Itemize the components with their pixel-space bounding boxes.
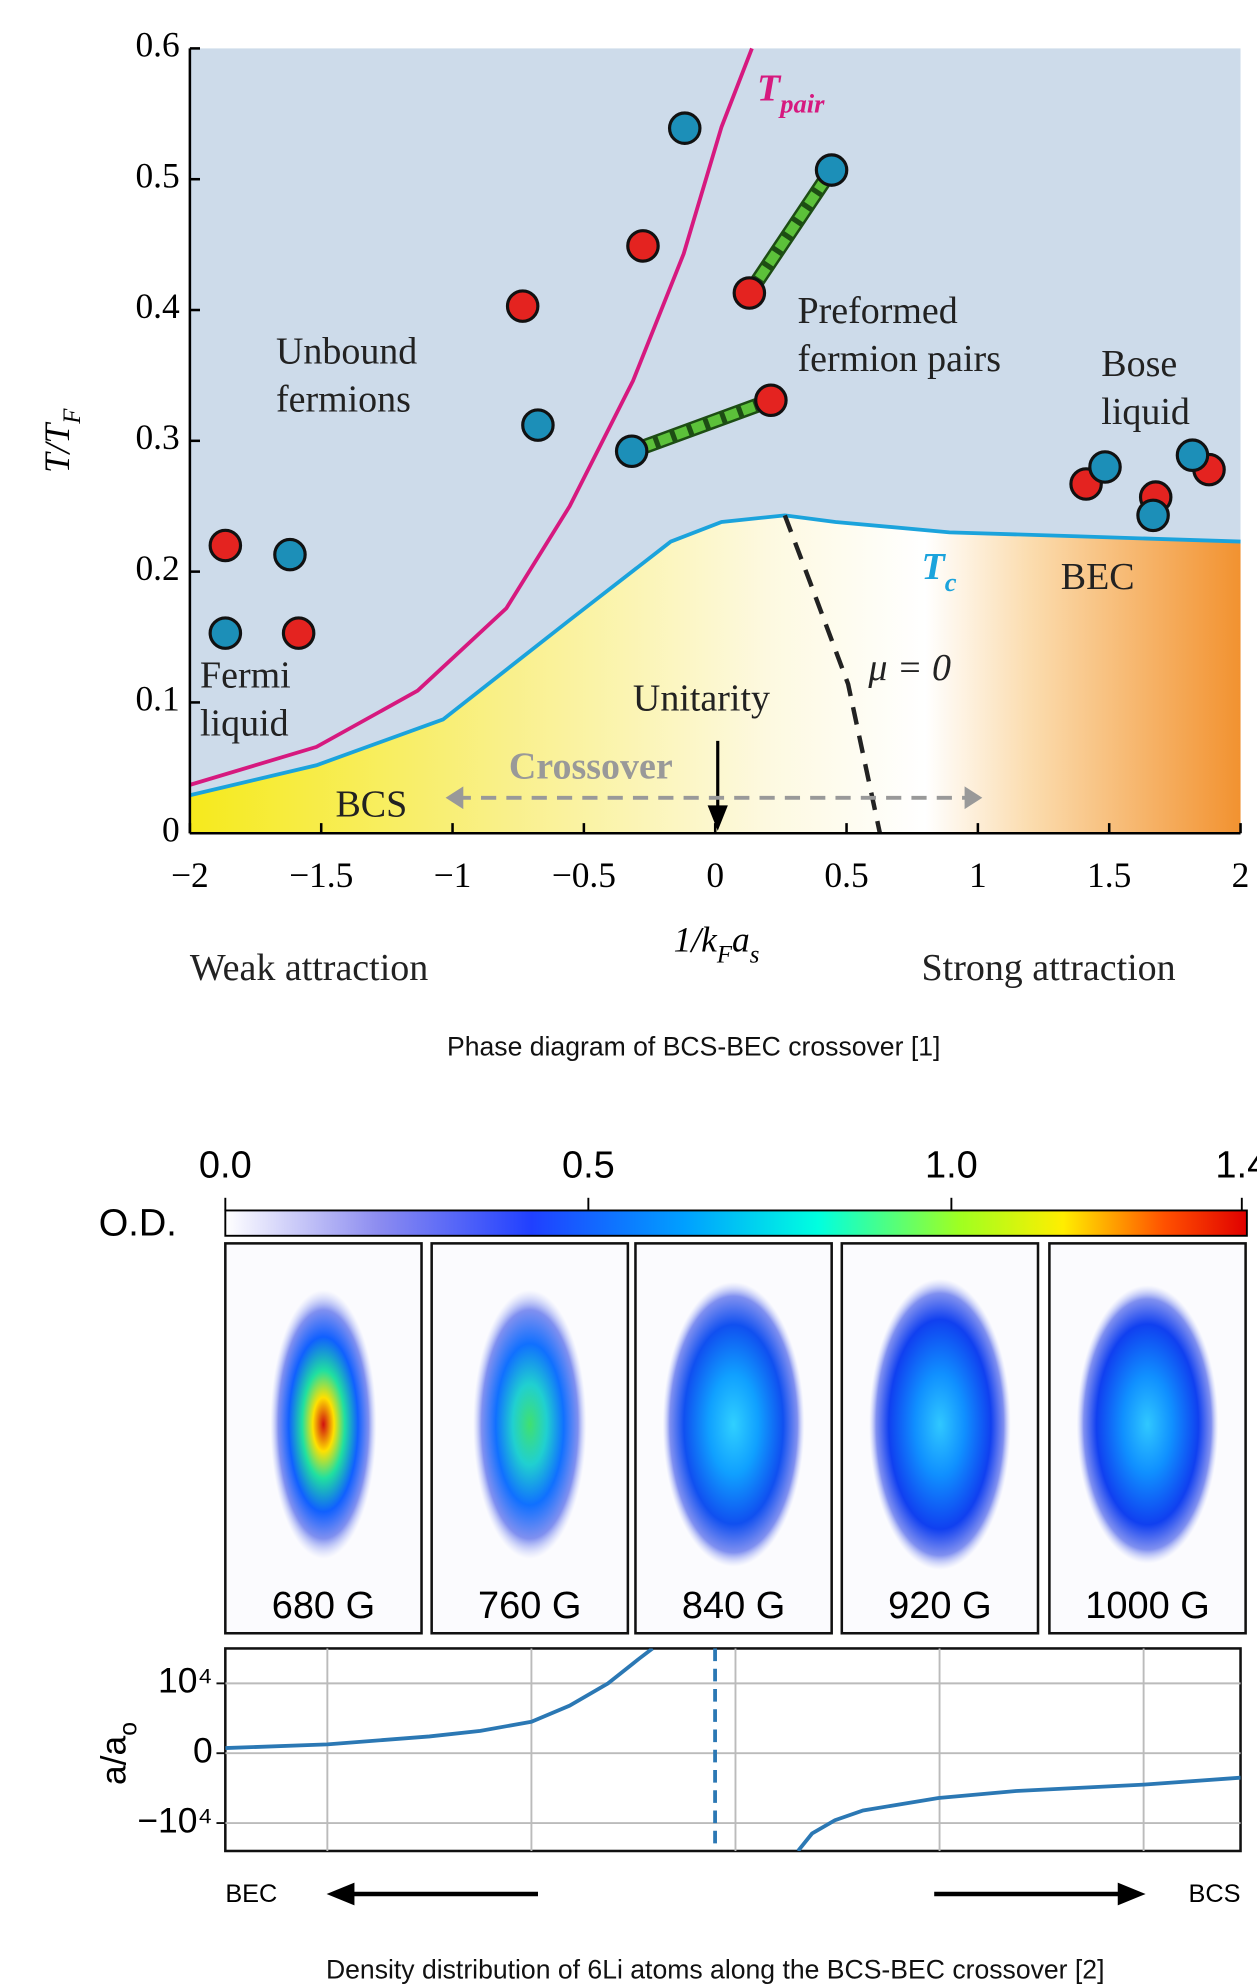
atom [283, 618, 313, 648]
annotation: Fermi [200, 655, 291, 697]
colorbar-tick-label: 0.5 [562, 1144, 615, 1186]
x-tick-label: 2 [1232, 855, 1250, 895]
density-image [270, 1290, 376, 1559]
figure: 0 0.1 0.2 0.3 0.4 0.5 0.6 −2 −1.5 −1 −0.5 0 0.5 1 1.5 2… [0, 0, 1257, 1988]
y-tick-label: 0.4 [135, 286, 180, 326]
panel-label: 1000 G [1085, 1585, 1210, 1627]
annotation: Preformed [797, 290, 957, 332]
x-axis-label-part: 1/k [674, 920, 719, 960]
atom [210, 618, 240, 648]
density-image [473, 1290, 586, 1559]
atom [1138, 500, 1168, 530]
atom [275, 539, 305, 569]
atom [756, 385, 786, 415]
y-tick-label: 0.1 [135, 679, 179, 719]
x-axis-label-part: a [732, 920, 750, 960]
series-label-part: T [757, 67, 782, 109]
x-axis-label: 1/kFas [674, 920, 760, 969]
x-tick-label: 0 [706, 855, 724, 895]
colorbar [225, 1210, 1247, 1235]
atom [1177, 440, 1207, 470]
atom [816, 155, 846, 185]
annotation: Bose [1101, 343, 1177, 385]
y-axis-label: a/ao [94, 1722, 143, 1785]
arrowhead [1118, 1883, 1146, 1906]
series-label-part: c [945, 567, 957, 597]
annotation: BCS [335, 784, 407, 826]
arrowhead [327, 1883, 355, 1906]
atom [523, 410, 553, 440]
annotation: Weak attraction [190, 947, 428, 989]
density-image [869, 1279, 1011, 1570]
annotation: Unitarity [633, 677, 770, 719]
atom [616, 436, 646, 466]
y-axis-label-part: F [59, 408, 86, 425]
x-tick-label: 0.5 [824, 855, 868, 895]
y-axis-label: T/TF [37, 408, 86, 473]
y-tick-label: 0 [193, 1731, 213, 1771]
annotation: Crossover [509, 746, 673, 788]
y-tick-label: 0.5 [135, 155, 179, 195]
density-figure: Phase diagram of BCS-BEC crossover [1] O.… [94, 1031, 1257, 1984]
annotation: BEC [1061, 556, 1135, 598]
arrow-label: BCS [1189, 1880, 1241, 1908]
atom [507, 291, 537, 321]
x-tick-label: −0.5 [552, 855, 616, 895]
annotation: liquid [1101, 391, 1190, 433]
annotation: Unbound [276, 330, 417, 372]
atom [1090, 452, 1120, 482]
atom [210, 530, 240, 560]
x-axis-label-part: s [750, 942, 760, 969]
y-tick-label: −10⁴ [137, 1800, 212, 1840]
caption: Density distribution of 6Li atoms along … [326, 1954, 1105, 1984]
panel-label: 680 G [272, 1585, 375, 1627]
y-tick-label: 0.3 [135, 417, 179, 457]
series-label-part: T [922, 546, 947, 588]
atom [734, 278, 764, 308]
colorbar-tick-label: 0.0 [199, 1144, 252, 1186]
series-label-part: pair [778, 89, 825, 119]
annotation: Strong attraction [922, 947, 1176, 989]
y-tick-label: 0.2 [135, 548, 179, 588]
annotation: liquid [200, 703, 289, 745]
y-tick-label: 0 [162, 809, 180, 849]
series-label-part: μ = 0 [867, 647, 951, 689]
x-tick-label: 1.5 [1087, 855, 1131, 895]
panel-label: 840 G [682, 1585, 785, 1627]
x-axis-label-part: F [716, 942, 733, 969]
x-tick-label: −1 [434, 855, 472, 895]
atom [628, 231, 658, 261]
colorbar-tick-label: 1.0 [925, 1144, 978, 1186]
annotation: fermions [276, 379, 411, 421]
colorbar-label: O.D. [99, 1203, 177, 1245]
series-label: μ = 0 [867, 647, 951, 689]
x-tick-label: −2 [171, 855, 209, 895]
y-tick-label: 10⁴ [158, 1661, 213, 1701]
plot-frame [225, 1648, 1240, 1851]
x-tick-label: 1 [969, 855, 987, 895]
y-axis-label-part: T/T [37, 421, 77, 473]
x-tick-label: −1.5 [289, 855, 353, 895]
annotation: fermion pairs [797, 338, 1001, 380]
colorbar-tick-label: 1.4 [1215, 1144, 1257, 1186]
density-image [663, 1282, 805, 1567]
panel-label: 920 G [888, 1585, 991, 1627]
y-axis-label-part: o [116, 1722, 143, 1736]
atom [670, 113, 700, 143]
arrow-label: BEC [225, 1880, 277, 1908]
panel-label: 760 G [478, 1585, 581, 1627]
y-tick-label: 0.6 [135, 25, 179, 65]
density-image [1077, 1285, 1219, 1563]
caption: Phase diagram of BCS-BEC crossover [1] [447, 1031, 940, 1061]
phase-diagram: 0 0.1 0.2 0.3 0.4 0.5 0.6 −2 −1.5 −1 −0.5 0 0.5 1 1.5 2… [37, 25, 1250, 989]
y-axis-label-part: a/a [94, 1735, 134, 1785]
